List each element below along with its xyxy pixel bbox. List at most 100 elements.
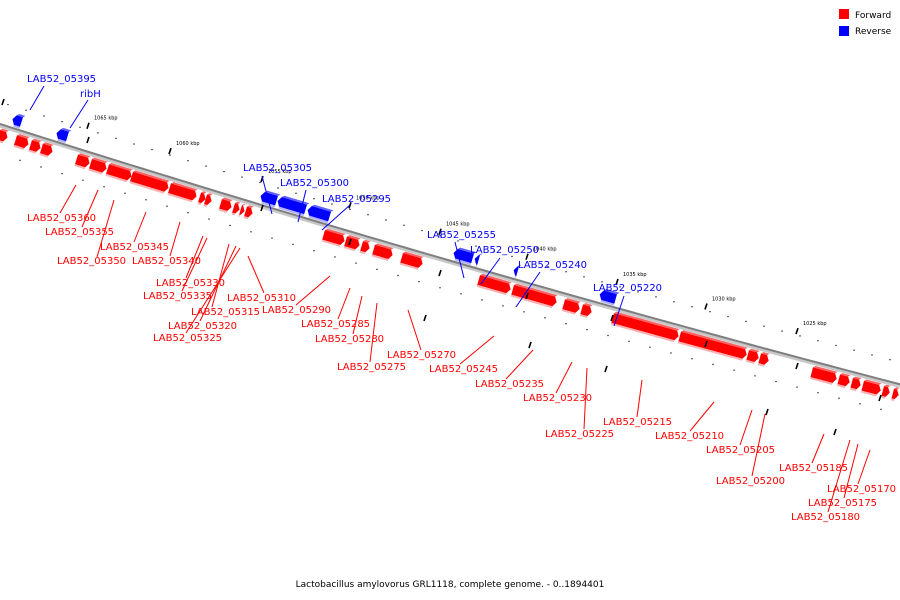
forward-gene-24: [610, 311, 680, 343]
leader-lab52-05285: [337, 287, 351, 320]
minor-tick: [709, 311, 711, 313]
gene-label-lab52-05330: LAB52_05330: [156, 278, 225, 289]
minor-tick: [565, 323, 567, 325]
forward-gene-2-top: [32, 138, 42, 143]
minor-tick: [229, 224, 231, 227]
minor-tick: [649, 346, 651, 348]
forward-gene-6-shadow: [105, 173, 128, 183]
minor-tick: [61, 172, 63, 175]
forward-gene-22-body: [562, 299, 580, 313]
minor-tick: [277, 187, 279, 189]
forward-gene-29-shadow: [836, 384, 846, 389]
forward-gene-17: [359, 239, 371, 255]
marker-tick: [423, 314, 427, 322]
forward-gene-33-shadow: [890, 398, 895, 402]
reverse-gene-lab52-05295: [307, 204, 334, 224]
forward-gene-5-top: [92, 157, 108, 164]
forward-gene-22-top: [565, 298, 581, 304]
marker-tick: [1, 98, 5, 106]
forward-gene-10-body: [204, 194, 212, 206]
minor-tick: [673, 301, 675, 303]
forward-gene-11-body: [219, 199, 232, 212]
minor-tick: [295, 192, 297, 194]
forward-gene-32-top: [884, 384, 891, 388]
forward-gene-0-shadow: [0, 139, 4, 144]
forward-gene-14: [243, 205, 254, 220]
minor-tick: [439, 235, 441, 237]
scale-label: 1040 kbp: [533, 247, 557, 253]
minor-tick: [628, 340, 630, 342]
major-tick: [704, 303, 708, 310]
leader-lab52-05290: [295, 275, 331, 306]
reverse-gene-lab52-05250-shadow: [475, 264, 478, 267]
forward-gene-1: [13, 134, 30, 151]
minor-tick: [601, 281, 603, 283]
forward-gene-21-top: [514, 283, 558, 297]
gene-label-lab52-05360: LAB52_05360: [27, 213, 96, 224]
minor-tick: [712, 363, 714, 366]
forward-gene-16-shadow: [343, 246, 356, 252]
forward-gene-29-top: [840, 373, 851, 377]
minor-tick: [205, 165, 207, 167]
forward-gene-26: [745, 348, 760, 364]
minor-tick: [853, 349, 855, 351]
leader-lab52-05330: [185, 235, 204, 279]
forward-gene-1-top: [17, 134, 30, 139]
forward-gene-2-shadow: [28, 149, 37, 154]
major-tick: [525, 253, 529, 260]
reverse-gene-lab52-05305: [260, 190, 281, 208]
forward-gene-3: [39, 142, 54, 158]
forward-gene-10-shadow: [203, 204, 208, 207]
forward-gene-11-shadow: [218, 208, 228, 213]
minor-tick: [103, 186, 105, 188]
minor-tick: [670, 352, 672, 354]
minor-tick: [775, 380, 777, 383]
leader-lab52-05305: [261, 175, 273, 215]
minor-tick: [397, 274, 399, 277]
legend-forward-swatch: [839, 9, 849, 19]
forward-gene-31: [860, 379, 882, 397]
forward-gene-3-shadow: [39, 153, 49, 158]
minor-tick: [82, 179, 84, 181]
reverse-gene-lab52-05255-top: [457, 247, 477, 254]
leader-lab52-05295: [321, 204, 351, 231]
forward-gene-17-body: [360, 241, 370, 253]
reverse-gene-ribh: [56, 127, 72, 144]
forward-gene-9: [197, 191, 207, 206]
leader-lab52-05325: [185, 247, 241, 334]
marker-tick: [765, 408, 769, 416]
minor-tick: [889, 359, 891, 361]
gene-label-lab52-05200: LAB52_05200: [716, 476, 785, 487]
leader-lab52-05255: [454, 241, 465, 279]
reverse-gene-lab52-05305-shadow: [261, 201, 276, 208]
gene-label-lab52-05170: LAB52_05170: [827, 484, 896, 495]
minor-tick: [745, 320, 747, 323]
gene-label-lab52-05185: LAB52_05185: [779, 463, 848, 474]
reverse-gene-lab52-05255-shadow: [454, 258, 472, 266]
forward-gene-21: [510, 283, 558, 309]
forward-gene-7: [129, 170, 170, 194]
gene-label-lab52-05335: LAB52_05335: [143, 291, 212, 302]
gene-label-lab52-05350: LAB52_05350: [57, 256, 126, 267]
leader-lab52-05225: [583, 367, 588, 430]
reverse-gene-lab52-05240-top: [517, 264, 522, 267]
forward-gene-30-top: [853, 376, 862, 380]
forward-gene-28-body: [810, 367, 837, 383]
forward-gene-9-top: [201, 191, 207, 194]
minor-tick: [331, 203, 333, 205]
marker-tick: [525, 292, 529, 300]
forward-gene-12-body: [232, 203, 240, 214]
forward-gene-1-body: [13, 135, 29, 149]
forward-gene-19-top: [403, 251, 424, 259]
forward-gene-20: [476, 273, 512, 296]
gene-label-ribh: ribH: [80, 89, 101, 100]
reverse-gene-lab52-05220: [599, 289, 620, 306]
legend-reverse-label: Reverse: [855, 27, 892, 37]
minor-tick: [355, 262, 357, 264]
forward-gene-8-top: [171, 182, 198, 191]
forward-gene-3-body: [39, 143, 53, 156]
minor-tick: [460, 293, 462, 295]
minor-tick: [838, 397, 840, 399]
major-tick: [795, 327, 799, 335]
forward-gene-5: [88, 157, 108, 175]
